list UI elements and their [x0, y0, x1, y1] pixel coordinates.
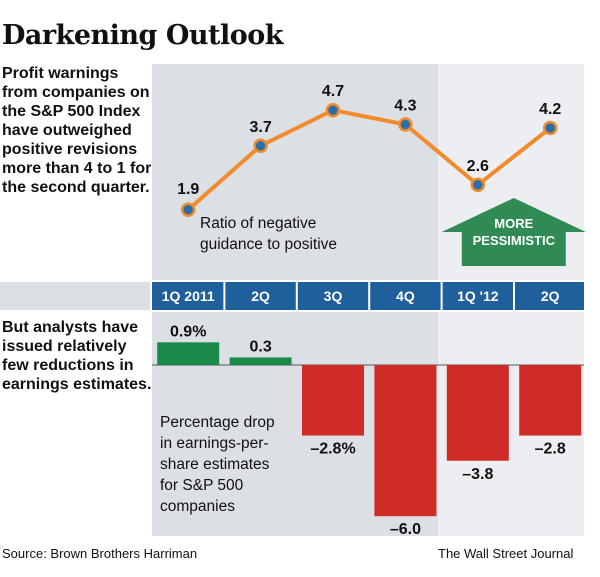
eps-value-label: –2.8% — [310, 441, 355, 458]
ratio-value-label: 4.7 — [322, 83, 344, 100]
ratio-annotation: guidance to positive — [200, 236, 337, 253]
ratio-value-label: 1.9 — [177, 181, 199, 198]
eps-annotation: Percentage drop — [160, 414, 275, 431]
quarter-band — [152, 282, 584, 310]
eps-value-label: –3.8 — [462, 466, 493, 483]
eps-bar — [157, 342, 220, 365]
eps-value-label: 0.9% — [170, 323, 206, 340]
quarter-label: 2Q — [251, 288, 270, 304]
quarter-row-left-strip — [0, 282, 150, 310]
ratio-point — [325, 102, 341, 118]
eps-bar — [519, 365, 582, 436]
ratio-line — [186, 108, 553, 212]
eps-bar — [229, 357, 292, 365]
quarter-label: 1Q '12 — [457, 288, 499, 304]
source-note: Source: Brown Brothers Harriman — [2, 546, 198, 561]
pessimistic-label: MORE — [494, 216, 533, 231]
chart-title: Darkening Outlook — [2, 20, 283, 51]
quarter-label: 4Q — [396, 288, 415, 304]
eps-annotation: in earnings-per- — [160, 435, 269, 452]
eps-value-label: –2.8 — [535, 441, 566, 458]
top-description: Profit warnings from companies on the S&… — [2, 65, 152, 196]
eps-annotation: companies — [160, 498, 235, 515]
ratio-value-label: 4.3 — [394, 97, 416, 114]
year-2011-band — [152, 64, 438, 280]
ratio-point — [542, 120, 558, 136]
ratio-point — [398, 117, 413, 132]
eps-value-label: –6.0 — [390, 521, 421, 538]
pessimistic-arrow — [441, 198, 586, 266]
eps-bar — [374, 365, 437, 517]
ratio-value-label: 2.6 — [467, 158, 489, 175]
eps-bar — [302, 365, 364, 436]
quarter-label: 2Q — [541, 288, 560, 304]
quarter-label: 1Q 2011 — [162, 288, 215, 304]
eps-annotation: for S&P 500 — [160, 477, 244, 494]
ratio-value-label: 3.7 — [249, 119, 271, 136]
ratio-value-label: 4.2 — [539, 101, 561, 118]
ratio-point — [253, 138, 268, 154]
ratio-point — [180, 202, 196, 218]
ratio-point — [470, 177, 486, 193]
eps-bar — [446, 365, 509, 461]
eps-value-label: 0.3 — [249, 338, 271, 355]
publisher-credit: The Wall Street Journal — [438, 546, 574, 561]
ratio-annotation: Ratio of negative — [200, 215, 316, 232]
bottom-description: But analysts have issued relatively few … — [2, 319, 152, 393]
eps-annotation: share estimates — [160, 456, 270, 473]
pessimistic-label: PESSIMISTIC — [473, 233, 556, 248]
quarter-label: 3Q — [324, 288, 343, 304]
